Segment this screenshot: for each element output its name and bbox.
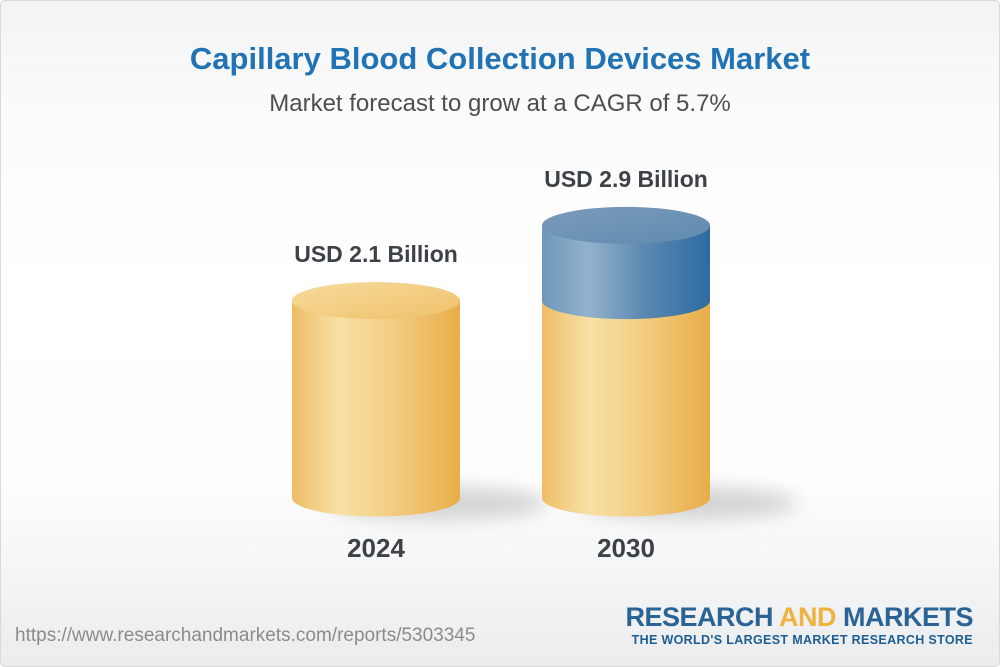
page-title: Capillary Blood Collection Devices Marke… [189,41,811,76]
year-label-2024: 2024 [347,533,405,563]
value-label-2024: USD 2.1 Billion [294,241,458,268]
bar-2024 [292,282,548,520]
page-subtitle: Market forecast to grow at a CAGR of 5.7… [269,90,731,117]
logo-word-markets: MARKETS [843,602,974,632]
year-label-2030: 2030 [597,533,655,563]
report-url-link[interactable]: https://www.researchandmarkets.com/repor… [15,625,476,646]
logo-word-and: AND [778,602,837,632]
value-label-2030: USD 2.9 Billion [544,165,708,192]
logo-word-research: RESEARCH [625,602,773,632]
logo-tagline: THE WORLD'S LARGEST MARKET RESEARCH STOR… [631,633,973,647]
research-and-markets-logo: RESEARCH AND MARKETS THE WORLD'S LARGEST… [625,603,973,647]
logo-wordmark: RESEARCH AND MARKETS [625,603,973,631]
bar-2030 [542,206,798,520]
